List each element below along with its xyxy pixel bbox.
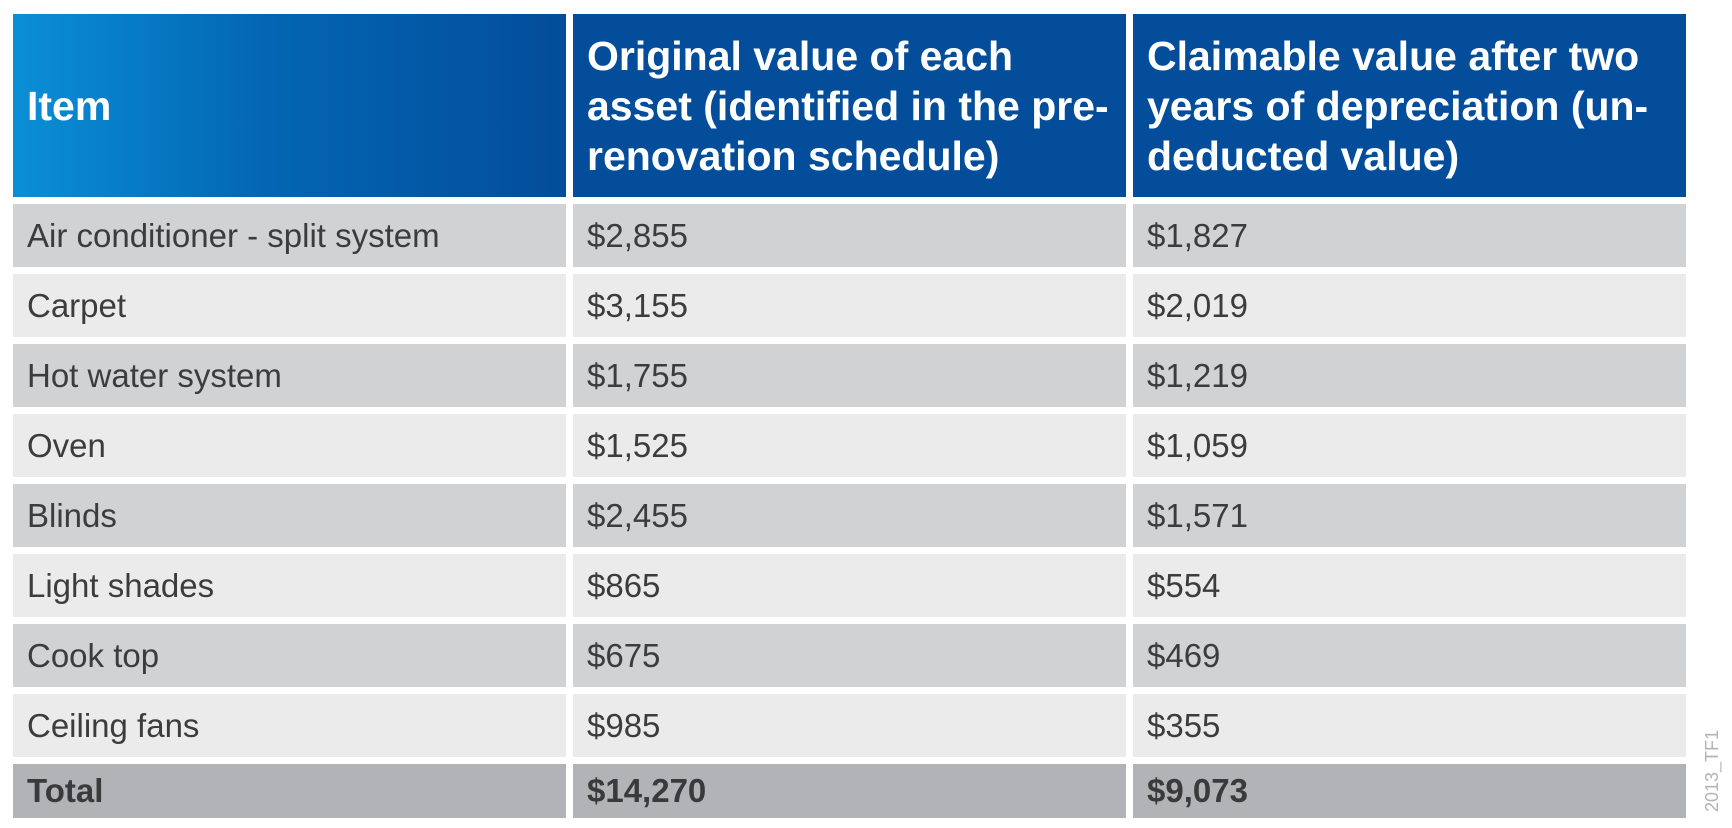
- item-cell: Air conditioner - split system: [13, 204, 566, 267]
- item-cell: Ceiling fans: [13, 694, 566, 757]
- original-value-cell: $985: [573, 694, 1126, 757]
- depreciation-table: Item Original value of each asset (ident…: [13, 14, 1686, 818]
- claimable-value-cell: $2,019: [1133, 274, 1686, 337]
- original-value-cell: $1,755: [573, 344, 1126, 407]
- item-cell: Oven: [13, 414, 566, 477]
- header-item: Item: [13, 14, 566, 197]
- original-value-cell: $2,455: [573, 484, 1126, 547]
- claimable-value-cell: $1,059: [1133, 414, 1686, 477]
- original-value-cell: $3,155: [573, 274, 1126, 337]
- claimable-value-cell: $1,571: [1133, 484, 1686, 547]
- figure-id-watermark: 2013_TF1: [1702, 729, 1722, 812]
- original-value-cell: $2,855: [573, 204, 1126, 267]
- header-original-value: Original value of each asset (identified…: [573, 14, 1126, 197]
- item-cell: Light shades: [13, 554, 566, 617]
- original-value-cell: $865: [573, 554, 1126, 617]
- claimable-value-cell: $1,219: [1133, 344, 1686, 407]
- item-cell: Blinds: [13, 484, 566, 547]
- claimable-value-cell: $469: [1133, 624, 1686, 687]
- item-cell: Carpet: [13, 274, 566, 337]
- original-value-cell: $675: [573, 624, 1126, 687]
- item-cell: Hot water system: [13, 344, 566, 407]
- item-cell: Cook top: [13, 624, 566, 687]
- total-claimable-value: $9,073: [1133, 764, 1686, 818]
- total-label: Total: [13, 764, 566, 818]
- header-claimable-value: Claimable value after two years of depre…: [1133, 14, 1686, 197]
- claimable-value-cell: $1,827: [1133, 204, 1686, 267]
- original-value-cell: $1,525: [573, 414, 1126, 477]
- claimable-value-cell: $554: [1133, 554, 1686, 617]
- claimable-value-cell: $355: [1133, 694, 1686, 757]
- total-original-value: $14,270: [573, 764, 1126, 818]
